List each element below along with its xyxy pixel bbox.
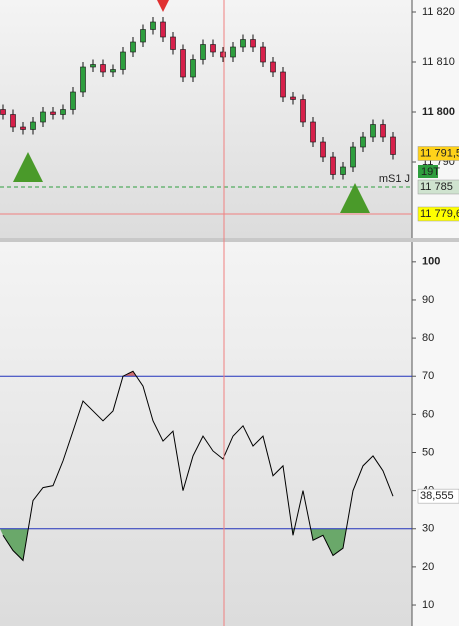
y-tick-label: 10	[422, 599, 434, 611]
candle-body	[10, 114, 16, 128]
candle-body	[320, 141, 326, 158]
y-tick-label: 100	[422, 256, 440, 268]
y-tick-label: 11 820	[422, 6, 455, 18]
candle-body	[290, 96, 296, 100]
candle-body	[250, 39, 256, 48]
rsi-line	[2, 370, 394, 562]
candle-body	[50, 111, 56, 115]
rsi-panel	[0, 242, 412, 626]
support-label: mS1 J	[379, 173, 410, 185]
candle-body	[20, 126, 26, 130]
candle-body	[170, 36, 176, 50]
candle-body	[230, 46, 236, 58]
y-tick-label: 30	[422, 523, 434, 535]
candle-body	[310, 121, 316, 143]
buy-signal	[340, 183, 370, 213]
candle-body	[210, 44, 216, 53]
price-box	[417, 206, 459, 222]
y-tick-label: 20	[422, 561, 434, 573]
candle-body	[280, 71, 286, 98]
price-box	[417, 179, 459, 195]
candle-body	[70, 91, 76, 110]
candle-body	[30, 121, 36, 130]
sell-signal	[157, 0, 169, 12]
candle-body	[350, 146, 356, 168]
candle-body	[300, 99, 306, 123]
candle-body	[160, 21, 166, 38]
candle-body	[190, 59, 196, 78]
candle-body	[340, 166, 346, 175]
candle-body	[140, 29, 146, 43]
candle-body	[360, 136, 366, 148]
candle-body	[180, 49, 186, 78]
candle-body	[200, 44, 206, 60]
candle-body	[380, 124, 386, 138]
price-box-label: 11 791,5	[420, 147, 459, 159]
candle-body	[0, 109, 6, 115]
candle-body	[260, 46, 266, 63]
y-tick-label: 70	[422, 370, 434, 382]
candle-body	[220, 51, 226, 58]
candle-body	[120, 51, 126, 70]
candle-body	[150, 21, 156, 30]
candle-body	[110, 69, 116, 73]
candle-body	[330, 156, 336, 175]
value-box-label: 38,555	[420, 490, 454, 502]
candle-body	[40, 111, 46, 123]
y-tick-label: 11 810	[422, 56, 455, 68]
panel-separator	[0, 238, 459, 242]
candle-body	[100, 64, 106, 73]
candle-body	[270, 61, 276, 73]
price-box	[417, 146, 459, 161]
price-box-label: 11 785	[420, 181, 453, 193]
candle-body	[130, 41, 136, 53]
y-tick-label: 50	[422, 446, 434, 458]
candle-body	[90, 64, 96, 68]
buy-signal	[13, 152, 43, 182]
candle-body	[390, 136, 396, 155]
y-tick-label: 60	[422, 408, 434, 420]
candle-body	[80, 66, 86, 93]
price-box-label: 11 779,6	[420, 208, 459, 220]
tag-label: 19T	[421, 166, 440, 178]
axis-area	[412, 0, 459, 626]
candle-body	[240, 39, 246, 48]
value-box	[417, 488, 459, 504]
price-panel	[0, 0, 412, 238]
y-tick-label: 80	[422, 332, 434, 344]
y-tick-label: 90	[422, 294, 434, 306]
candle-body	[370, 124, 376, 138]
y-tick-label: 11 800	[422, 106, 455, 118]
candle-body	[60, 109, 66, 115]
tag-box	[418, 165, 438, 178]
